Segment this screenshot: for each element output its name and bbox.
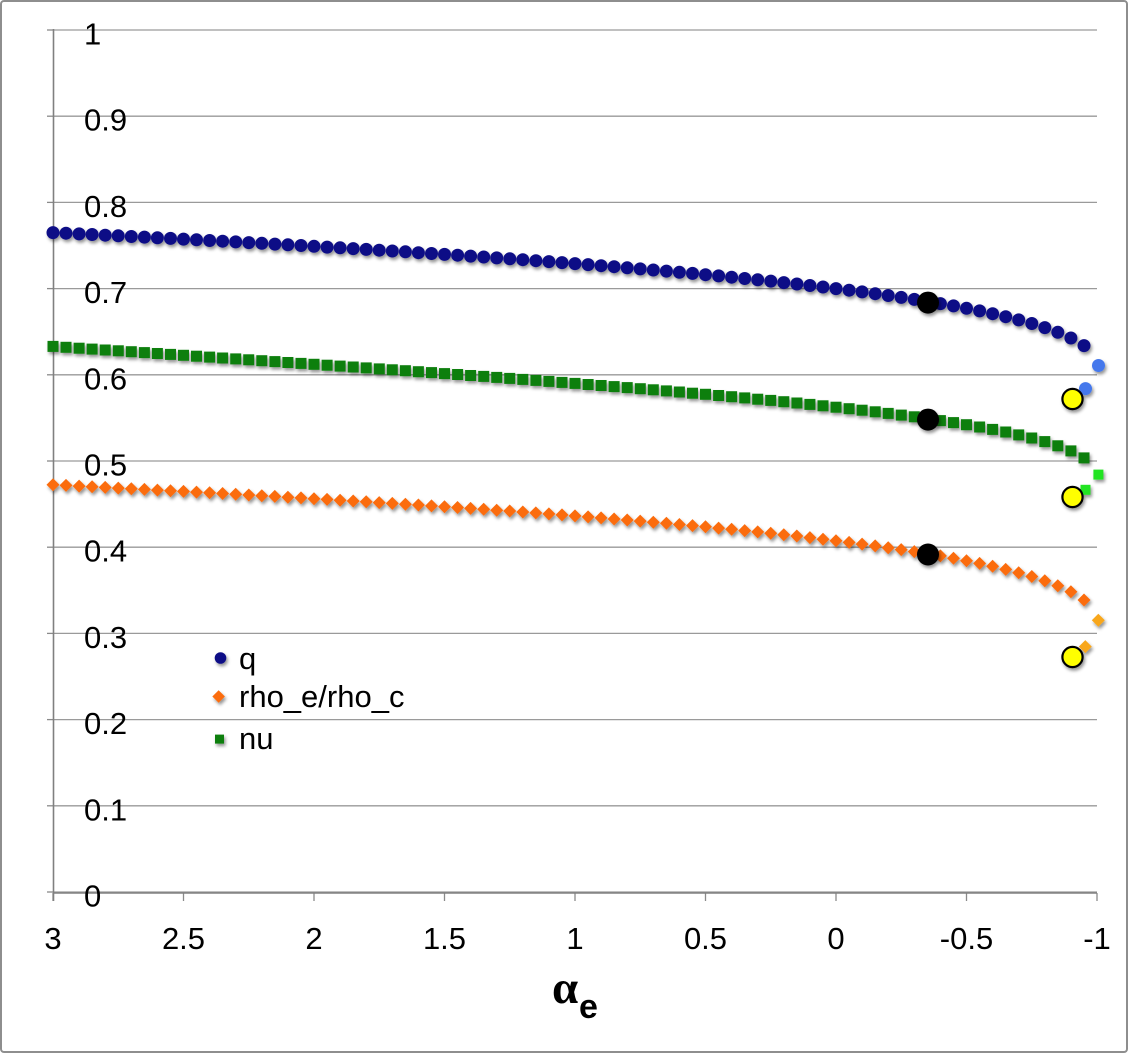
svg-text:e: e xyxy=(579,988,598,1026)
svg-text:0: 0 xyxy=(84,879,101,914)
svg-text:0.1: 0.1 xyxy=(84,792,127,827)
svg-text:0.9: 0.9 xyxy=(84,103,127,138)
svg-text:0.7: 0.7 xyxy=(84,275,127,310)
svg-text:3: 3 xyxy=(44,921,61,956)
svg-text:1: 1 xyxy=(84,17,101,52)
svg-text:2: 2 xyxy=(305,921,322,956)
svg-text:nu: nu xyxy=(239,721,273,756)
svg-text:q: q xyxy=(239,641,256,676)
svg-text:0.3: 0.3 xyxy=(84,620,127,655)
svg-text:-0.5: -0.5 xyxy=(940,921,993,956)
svg-text:0.5: 0.5 xyxy=(684,921,727,956)
svg-text:0.5: 0.5 xyxy=(84,448,127,483)
svg-text:0.8: 0.8 xyxy=(84,189,127,224)
svg-text:2.5: 2.5 xyxy=(162,921,205,956)
svg-text:0: 0 xyxy=(827,921,844,956)
svg-text:-1: -1 xyxy=(1083,921,1111,956)
svg-text:α: α xyxy=(552,962,578,1014)
svg-text:1.5: 1.5 xyxy=(423,921,466,956)
svg-text:1: 1 xyxy=(566,921,583,956)
svg-text:0.2: 0.2 xyxy=(84,706,127,741)
svg-text:0.6: 0.6 xyxy=(84,361,127,396)
svg-text:rho_e/rho_c: rho_e/rho_c xyxy=(239,679,404,714)
svg-text:0.4: 0.4 xyxy=(84,534,127,569)
